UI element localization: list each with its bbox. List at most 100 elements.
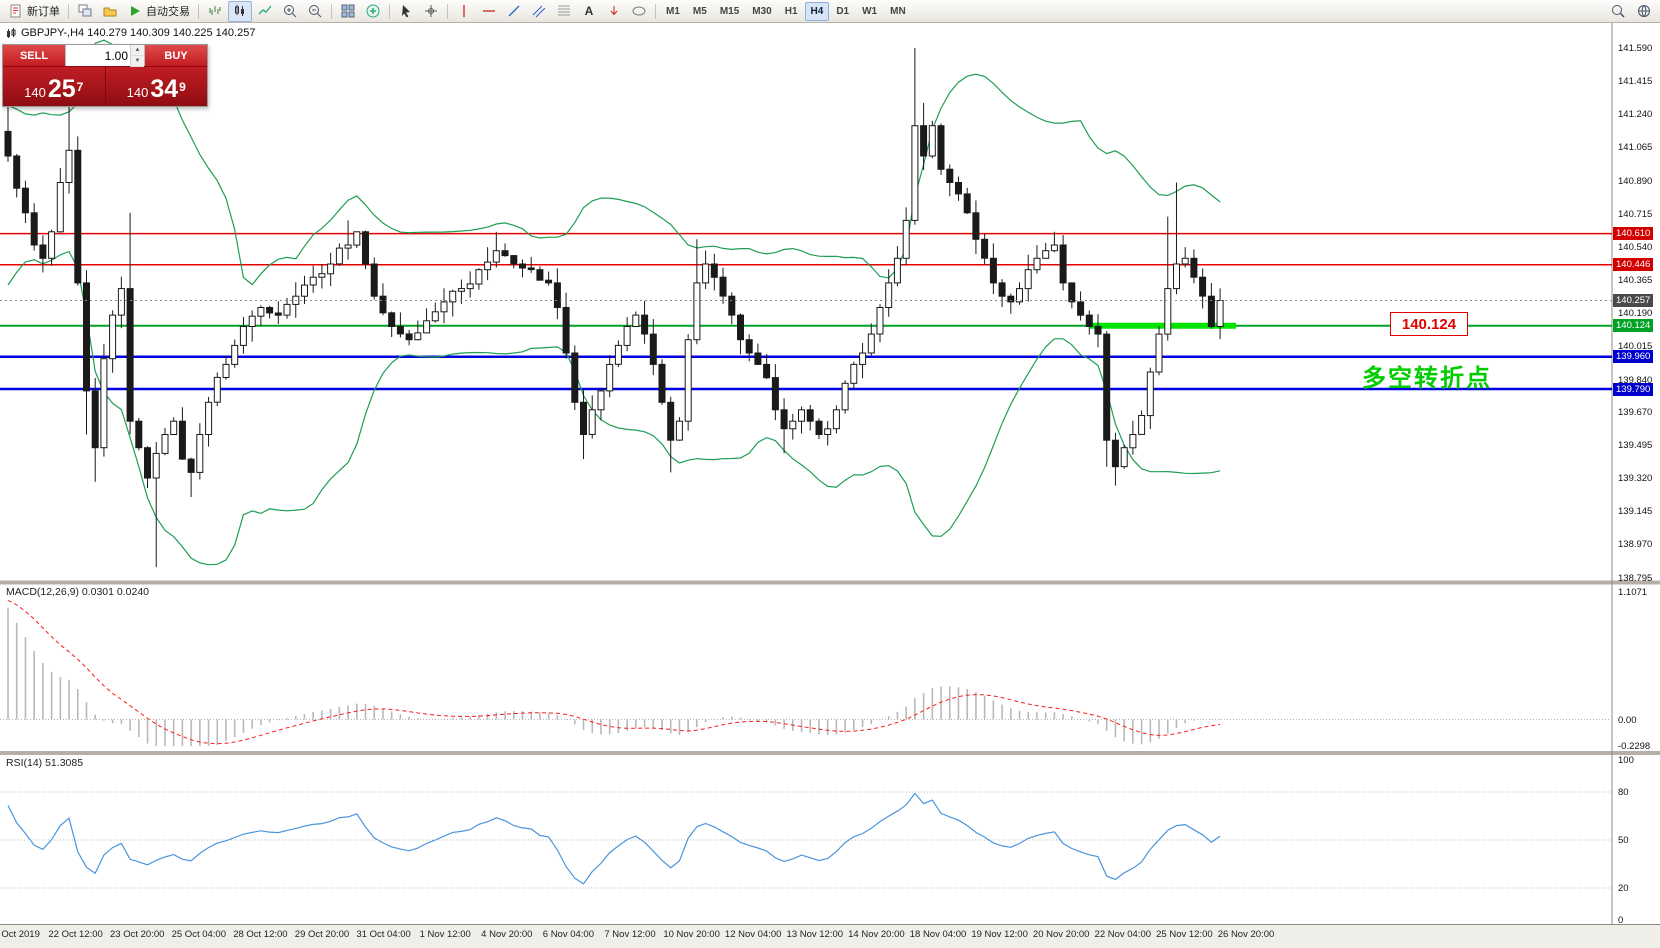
toolbar-separator: [198, 3, 199, 19]
volume-input[interactable]: [66, 48, 130, 63]
volume-decrease-button[interactable]: ▼: [131, 55, 144, 67]
text-tool-button[interactable]: A: [577, 1, 601, 22]
price-axis-label: 138.970: [1618, 539, 1653, 550]
toolbar-right-group: [1606, 1, 1656, 22]
new-order-button[interactable]: 新订单: [4, 1, 64, 22]
buy-price-main: 140: [126, 85, 149, 100]
toolbar-separator: [447, 3, 448, 19]
zoomout-icon: [309, 5, 322, 18]
price-axis-label: 139.495: [1618, 440, 1653, 451]
price-level-tag[interactable]: 140.124: [1390, 312, 1468, 336]
price-axis-label: 140.190: [1618, 308, 1653, 319]
autotrading-button[interactable]: 自动交易: [123, 1, 194, 22]
zoomin-icon: [284, 5, 297, 18]
candlestick-chart-button[interactable]: [228, 0, 252, 22]
main-toolbar: 新订单 自动交易 A M1 M5 M15 M30 H1 H4 D1 W1 MN: [0, 0, 1660, 23]
time-axis-label: 19 Nov 12:00: [971, 929, 1028, 940]
zoom-in-button[interactable]: [278, 1, 302, 22]
linechart-icon: [258, 5, 272, 15]
timeframe-h4-button[interactable]: H4: [804, 1, 830, 21]
indicators-button[interactable]: [361, 1, 385, 22]
timeframe-h1-button[interactable]: H1: [784, 5, 798, 17]
time-axis-label: 28 Oct 12:00: [233, 929, 288, 940]
timeframe-m1-button[interactable]: M1: [666, 5, 680, 17]
volume-spinner: ▲ ▼: [130, 44, 144, 67]
price-axis-label: 139.840: [1618, 375, 1653, 386]
level-badge-139.790[interactable]: 139.790: [1613, 383, 1654, 396]
bollinger-lower-band: [7, 250, 1221, 566]
timeframe-m15-button[interactable]: M15: [719, 5, 740, 17]
search-icon-button[interactable]: [1606, 1, 1630, 22]
buy-price-sup: 9: [179, 80, 186, 94]
zoom-out-button[interactable]: [303, 1, 327, 22]
timeframe-w1-button[interactable]: W1: [862, 5, 878, 17]
trend-icon: [508, 5, 520, 17]
timeframe-d1-button[interactable]: D1: [836, 5, 850, 17]
macd-label: MACD(12,26,9) 0.0301 0.0240: [6, 586, 150, 598]
price-axis-label: 140.890: [1618, 176, 1653, 187]
volume-field: ▲ ▼: [65, 44, 145, 67]
rsi-line: [7, 792, 1221, 885]
shapes-icon: [632, 6, 646, 16]
trendline-button[interactable]: [502, 1, 526, 22]
time-axis-label: 10 Nov 20:00: [663, 929, 720, 940]
timeframe-mn-button[interactable]: MN: [890, 5, 906, 17]
chart-title: GBPJPY-,H4 140.279 140.309 140.225 140.2…: [5, 27, 255, 39]
price-axis-label: 140.540: [1618, 242, 1653, 253]
volume-increase-button[interactable]: ▲: [131, 44, 144, 56]
macd-axis-label: 1.1071: [1618, 587, 1648, 598]
price-axis-label: 141.415: [1618, 76, 1653, 87]
vertical-line-button[interactable]: [452, 1, 476, 22]
bar-chart-button[interactable]: [203, 1, 227, 22]
fibonacci-button[interactable]: [552, 1, 576, 22]
textA-icon: A: [585, 4, 594, 18]
rsi-pane-separator: [0, 751, 1660, 755]
bollinger-upper-band: [7, 39, 1221, 286]
sell-tab[interactable]: SELL: [3, 45, 65, 66]
vline-icon: [463, 5, 465, 17]
price-axis-label: 141.240: [1618, 109, 1653, 120]
level-badge-140.446[interactable]: 140.446: [1613, 258, 1654, 271]
time-axis-label: 4 Nov 20:00: [481, 929, 533, 940]
profiles-button[interactable]: [98, 1, 122, 22]
time-axis-label: 6 Nov 04:00: [542, 929, 595, 940]
tile-windows-button[interactable]: [336, 1, 360, 22]
time-axis-label: 12 Nov 04:00: [724, 929, 782, 940]
channel-icon: [532, 5, 546, 18]
macd-axis-label: -0.2298: [1618, 741, 1651, 752]
crosshair-icon: [425, 5, 437, 17]
new-chart-button[interactable]: [73, 1, 97, 22]
rsi-axis-label: 50: [1618, 835, 1629, 846]
toolbar-separator: [655, 3, 656, 19]
time-axis-label: 1 Nov 12:00: [419, 929, 471, 940]
arrows-tool-button[interactable]: [602, 1, 626, 22]
horizontal-line-button[interactable]: [477, 1, 501, 22]
buy-tab[interactable]: BUY: [145, 45, 207, 66]
timeframe-m5-button[interactable]: M5: [692, 5, 707, 17]
rsi-axis-label: 100: [1618, 755, 1634, 766]
rsi-axis-label: 20: [1618, 883, 1629, 894]
fib-icon: [558, 5, 570, 16]
sell-price-sup: 7: [76, 80, 84, 94]
channel-button[interactable]: [527, 1, 551, 22]
time-axis-label: 21 Oct 2019: [0, 929, 40, 940]
community-icon-button[interactable]: [1632, 1, 1656, 22]
indicators-icon: [366, 4, 380, 18]
line-chart-button[interactable]: [253, 1, 277, 22]
price-axis-label: 139.145: [1618, 506, 1653, 517]
level-badge-140.610[interactable]: 140.610: [1613, 227, 1654, 240]
sell-button[interactable]: 140 25 7: [3, 67, 106, 106]
level-badge-139.960[interactable]: 139.960: [1613, 350, 1654, 363]
turning-point-annotation[interactable]: 多空转折点: [1362, 364, 1492, 392]
cursor-button[interactable]: [394, 1, 418, 22]
shapes-tool-button[interactable]: [627, 1, 651, 22]
time-axis-label: 23 Oct 20:00: [109, 929, 165, 940]
macd-signal-line: [7, 599, 1221, 745]
arrows-icon: [610, 6, 618, 16]
level-badge-140.124[interactable]: 140.124: [1613, 319, 1654, 332]
buy-button[interactable]: 140 34 9: [105, 67, 207, 106]
crosshair-button[interactable]: [419, 1, 443, 22]
price-axis-label: 139.670: [1618, 407, 1653, 418]
timeframe-m30-button[interactable]: M30: [752, 5, 772, 17]
